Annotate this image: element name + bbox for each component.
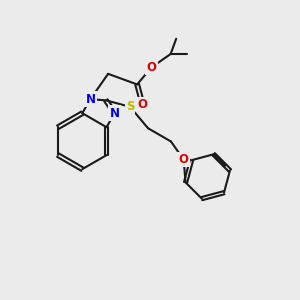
Text: S: S	[126, 100, 134, 113]
Text: O: O	[178, 153, 189, 166]
Text: O: O	[137, 98, 148, 111]
Text: N: N	[110, 107, 120, 120]
Text: N: N	[85, 93, 95, 106]
Text: O: O	[146, 61, 156, 74]
